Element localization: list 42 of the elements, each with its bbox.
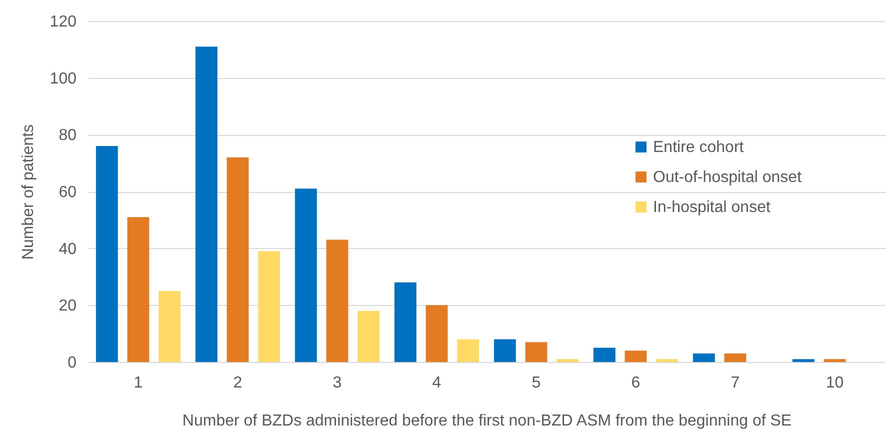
x-tick-label: 10 xyxy=(826,374,844,392)
y-tick-label: 80 xyxy=(58,127,77,144)
legend-label: Out-of-hospital onset xyxy=(653,169,802,186)
y-tick-label: 100 xyxy=(50,70,77,88)
bar xyxy=(692,353,715,362)
bar xyxy=(525,342,548,362)
bar xyxy=(426,305,448,362)
y-tick-label: 20 xyxy=(58,298,77,315)
bar xyxy=(258,251,280,362)
bar xyxy=(824,359,846,362)
bar xyxy=(294,188,317,362)
bar xyxy=(158,290,181,362)
bar xyxy=(792,359,814,362)
bar xyxy=(195,46,218,362)
bar xyxy=(656,359,678,362)
x-tick-label: 5 xyxy=(532,374,541,392)
bar xyxy=(226,157,249,362)
x-tick-label: 6 xyxy=(631,374,640,392)
bar xyxy=(96,146,118,362)
y-tick-label: 0 xyxy=(68,354,77,372)
bar xyxy=(556,359,579,362)
bar xyxy=(358,310,380,362)
x-tick-label: 7 xyxy=(730,374,740,392)
y-tick-label: 40 xyxy=(58,240,77,258)
x-tick-label: 3 xyxy=(332,374,342,392)
y-axis-title: Number of patients xyxy=(20,124,37,260)
x-tick-label: 2 xyxy=(233,374,242,392)
bar xyxy=(457,339,480,362)
bar xyxy=(494,339,516,362)
x-tick-label: 1 xyxy=(134,374,143,392)
bar xyxy=(624,350,647,362)
y-tick-label: 60 xyxy=(58,184,77,201)
bar xyxy=(127,217,150,362)
legend-label: In-hospital onset xyxy=(653,199,771,216)
bar xyxy=(394,282,416,362)
legend-label: Entire cohort xyxy=(653,139,744,156)
bar xyxy=(326,240,348,362)
x-axis-title: Number of BZDs administered before the first non-BZD ASM from the beginning of SE xyxy=(182,412,792,430)
bar xyxy=(724,353,746,362)
bar xyxy=(593,348,616,362)
y-tick-label: 120 xyxy=(50,14,77,30)
x-tick-label: 4 xyxy=(432,374,442,392)
